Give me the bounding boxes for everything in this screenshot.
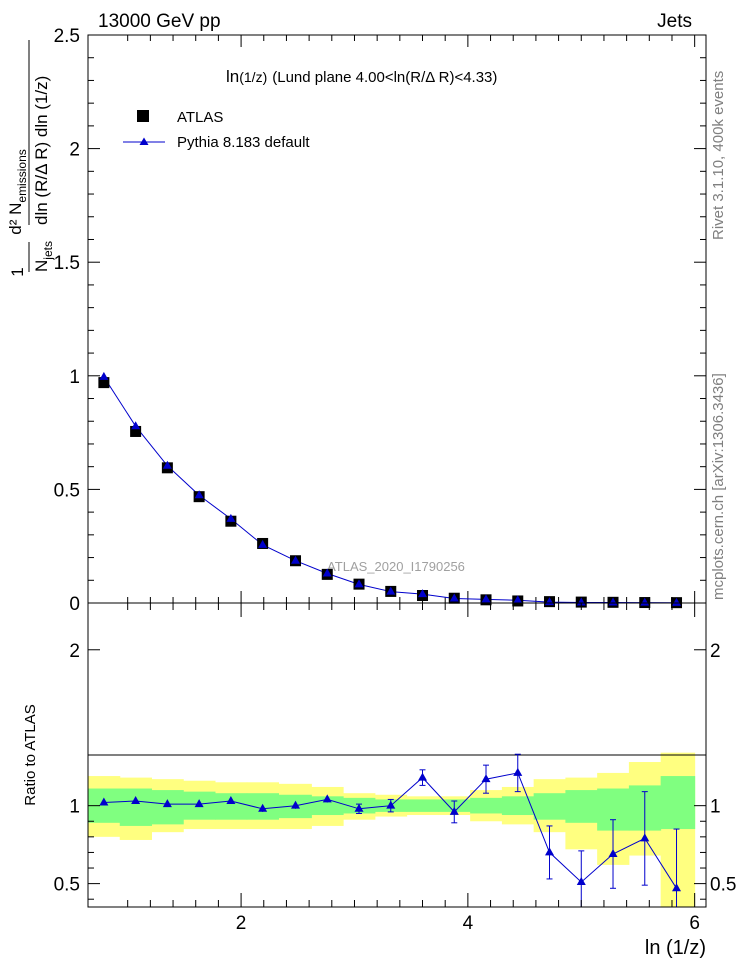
pythia-data-point bbox=[322, 568, 332, 577]
ratio-data-point bbox=[354, 803, 364, 812]
analysis-watermark: ATLAS_2020_I1790256 bbox=[327, 559, 465, 574]
ylabel-numerator-sub: emissions bbox=[15, 149, 29, 202]
ratio-data-point bbox=[162, 799, 172, 808]
ratio-data-point bbox=[640, 833, 650, 842]
ratio-data-point bbox=[481, 774, 491, 783]
ratio-data-point bbox=[576, 877, 586, 886]
ylabel-prefactor-den: Njets bbox=[32, 241, 55, 272]
ratio-data-point bbox=[194, 799, 204, 808]
ratio-ylabel: Ratio to ATLAS bbox=[22, 704, 39, 805]
main-ytick-label: 0 bbox=[69, 594, 80, 615]
ratio-ytick-label-left: 0.5 bbox=[54, 875, 80, 896]
ylabel-numerator-main: d² N bbox=[6, 203, 25, 235]
pythia-data-point bbox=[99, 371, 109, 380]
ratio-ytick-label-right: 0.5 bbox=[710, 875, 736, 896]
rivet-version-label: Rivet 3.1.10, 400k events bbox=[710, 71, 727, 240]
ratio-inner-band-bin bbox=[151, 790, 184, 825]
pythia-data-point bbox=[291, 555, 301, 564]
mcplots-label: mcplots.cern.ch [arXiv:1306.3436] bbox=[710, 373, 727, 600]
main-ytick-label: 2.5 bbox=[54, 26, 80, 47]
main-ytick-label: 1 bbox=[69, 367, 80, 388]
main-ylabel: 1 Njets d² Nemissions dln (R/Δ R) dln (1… bbox=[6, 40, 55, 277]
title-ln: ln bbox=[226, 67, 239, 86]
main-panel: 0 0.5 1 1.5 2 2.5 ln(1/z) (Lund plane 4.00<ln(… bbox=[6, 26, 707, 615]
main-axis-ticks: 0 0.5 1 1.5 2 2.5 bbox=[54, 26, 706, 615]
pythia-data-point bbox=[226, 513, 236, 522]
legend-pythia-label: Pythia 8.183 default bbox=[177, 134, 310, 151]
ratio-data-point bbox=[449, 806, 459, 815]
main-data-layer bbox=[98, 371, 683, 609]
ratio-inner-band-bin bbox=[119, 788, 153, 826]
ratio-data-point bbox=[513, 767, 523, 776]
ratio-xtick-label: 6 bbox=[689, 913, 700, 934]
ratio-axis-ticks: 0.5 0.5 1 1 2 2 2 4 6 bbox=[54, 603, 736, 934]
pythia-data-point bbox=[672, 597, 682, 606]
ratio-inner-band-bin bbox=[501, 796, 535, 816]
title-selection: (Lund plane 4.00<ln(R/Δ R)<4.33) bbox=[272, 69, 497, 86]
ratio-ytick-label-left: 2 bbox=[69, 641, 80, 662]
header-left: 13000 GeV pp bbox=[98, 11, 221, 32]
ratio-xtick-label: 4 bbox=[463, 913, 474, 934]
pythia-data-point bbox=[576, 597, 586, 606]
ratio-inner-band-bin bbox=[470, 797, 503, 814]
pythia-data-point bbox=[513, 595, 523, 604]
ratio-data-point bbox=[672, 883, 682, 892]
ratio-data-point bbox=[226, 795, 236, 804]
ylabel-denominator: dln (R/Δ R) dln (1/z) bbox=[32, 76, 51, 225]
pythia-data-point bbox=[258, 539, 268, 548]
pythia-data-point bbox=[608, 597, 618, 606]
pythia-data-point bbox=[194, 490, 204, 499]
main-ytick-label: 0.5 bbox=[54, 480, 80, 501]
ratio-inner-band-bin bbox=[533, 793, 566, 820]
main-plot-title: ln(1/z) (Lund plane 4.00<ln(R/Δ R)<4.33) bbox=[226, 67, 497, 86]
atlas-data-point bbox=[98, 377, 110, 389]
ratio-ytick-label-left: 1 bbox=[69, 797, 80, 818]
title-argument: (1/z) bbox=[239, 69, 267, 85]
pythia-data-point bbox=[162, 460, 172, 469]
ratio-inner-band-bin bbox=[565, 790, 598, 823]
pythia-data-point bbox=[418, 589, 428, 598]
legend-pythia-marker bbox=[139, 137, 149, 145]
ratio-data-point bbox=[291, 800, 301, 809]
pythia-data-point bbox=[640, 597, 650, 606]
pythia-data-point bbox=[354, 579, 364, 588]
ylabel-prefactor-den-sub: jets bbox=[41, 241, 55, 261]
x-axis-label: ln (1/z) bbox=[645, 937, 706, 959]
ratio-data-point bbox=[418, 772, 428, 781]
ratio-panel: 0.5 0.5 1 1 2 2 2 4 6 Ratio to ATLAS ln (1/z) bbox=[22, 602, 736, 959]
ylabel-prefactor-num: 1 bbox=[8, 267, 27, 276]
ratio-ytick-label-right: 2 bbox=[710, 641, 721, 662]
pythia-data-point bbox=[131, 421, 141, 430]
legend-atlas-marker bbox=[137, 110, 149, 122]
ratio-data-point bbox=[258, 803, 268, 812]
pythia-data-point bbox=[449, 593, 459, 602]
ratio-data-point bbox=[99, 797, 109, 806]
header-right: Jets bbox=[657, 11, 692, 32]
pythia-data-point bbox=[481, 594, 491, 603]
ratio-data-point bbox=[322, 794, 332, 803]
ratio-data-point bbox=[545, 847, 555, 856]
ylabel-prefactor-den-main: N bbox=[32, 260, 51, 272]
ratio-inner-band-bin bbox=[406, 799, 439, 812]
ratio-outer-band-bin bbox=[660, 752, 696, 907]
atlas-data-point bbox=[130, 425, 142, 437]
ratio-inner-band-bin bbox=[660, 776, 696, 830]
ratio-ytick-label-right: 1 bbox=[710, 797, 721, 818]
ratio-xtick-label: 2 bbox=[236, 913, 247, 934]
main-ytick-label: 1.5 bbox=[54, 253, 80, 274]
ratio-data-point bbox=[131, 795, 141, 804]
main-ytick-label: 2 bbox=[69, 140, 80, 161]
legend-atlas-label: ATLAS bbox=[177, 109, 223, 126]
ratio-plot-frame bbox=[87, 602, 707, 908]
ratio-data-point bbox=[386, 800, 396, 809]
ratio-data-point bbox=[608, 848, 618, 857]
ylabel-numerator: d² Nemissions bbox=[6, 149, 29, 234]
ratio-data-layer bbox=[99, 753, 682, 907]
ratio-uncertainty-bands bbox=[88, 752, 696, 907]
pythia-data-point bbox=[386, 586, 396, 595]
